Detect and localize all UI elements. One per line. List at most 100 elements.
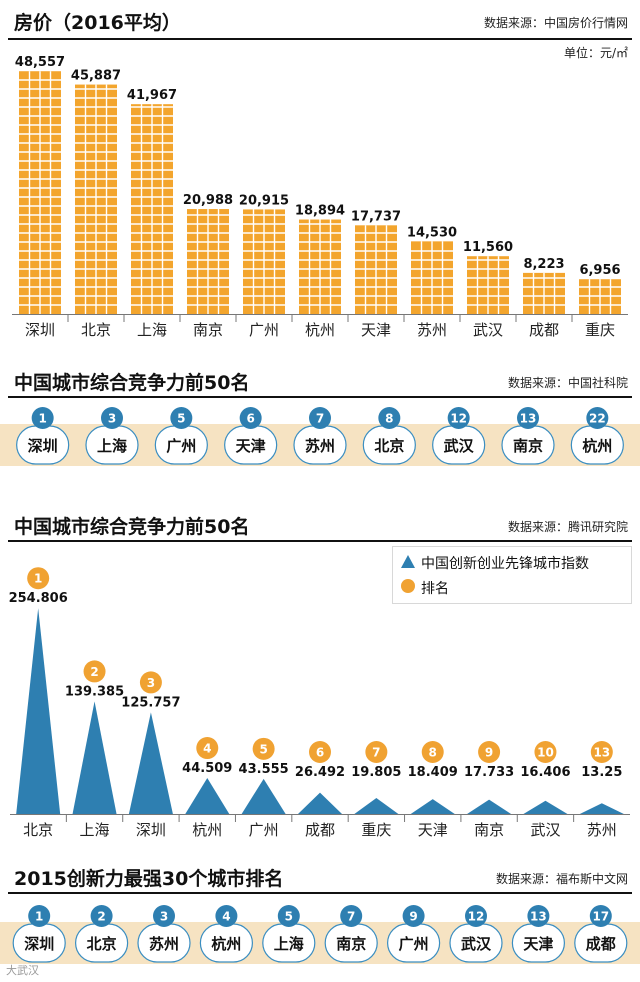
bar-group	[75, 84, 117, 314]
bar-group	[355, 225, 397, 314]
rank-number: 3	[147, 676, 155, 690]
rank-circle	[365, 741, 388, 763]
bar-value-label: 8,223	[523, 257, 564, 272]
city-name: 天津	[523, 935, 553, 953]
rank-item: 苏州 7	[293, 407, 347, 465]
rank-badge	[215, 905, 238, 927]
bar-value-label: 18,894	[295, 204, 345, 219]
housing-price-chart: 48,557 深圳 45,887 北京 41,967 上海 20,988 南京 20,915 广州…	[12, 55, 628, 339]
index-triangle	[72, 701, 117, 814]
rank-item: 天津 13	[511, 905, 566, 963]
bar-value-label: 20,915	[239, 193, 289, 208]
rank-number: 9	[409, 910, 417, 924]
rank-item: 武汉 12	[449, 905, 503, 963]
bar-value-label: 45,887	[71, 69, 121, 84]
rank-number: 3	[160, 910, 168, 924]
rank-item: 深圳 1	[12, 905, 66, 963]
legend-index: 中国创新创业先锋城市指数	[401, 553, 589, 573]
rank-number: 9	[485, 746, 493, 760]
x-tick-label: 南京	[193, 321, 223, 339]
rank-badge	[277, 905, 300, 927]
rank-item: 南京 13	[501, 407, 555, 465]
rank-item: 北京 8	[362, 407, 416, 465]
rank-badge	[28, 905, 51, 927]
index-value-label: 19.805	[351, 765, 401, 780]
bar-value-label: 11,560	[463, 240, 513, 255]
index-value-label: 18.409	[408, 765, 458, 780]
rank-badge	[170, 407, 193, 429]
rank-badge	[447, 407, 470, 429]
bar-value-label: 20,988	[183, 193, 233, 208]
index-value-label: 43.555	[239, 762, 289, 777]
city-name: 苏州	[305, 437, 335, 455]
rank-number: 13	[593, 746, 610, 760]
x-tick-label: 北京	[81, 321, 111, 339]
index-value-label: 44.509	[182, 761, 232, 776]
city-name: 深圳	[24, 935, 54, 953]
competitiveness-ranking: 深圳 1 上海 3 广州 5 天津 6 苏州 7 北京 8 武汉 12 南京 13 杭州 22	[16, 407, 624, 465]
city-name: 武汉	[461, 935, 492, 953]
rank-circle	[252, 737, 275, 760]
rank-item: 武汉 12	[432, 407, 486, 465]
bar-group	[579, 279, 621, 314]
housing-price-title: 房价（2016平均）	[14, 12, 181, 34]
city-name: 北京	[374, 437, 404, 455]
forbes-innovation-ranking: 深圳 1 北京 2 苏州 3 杭州 4 上海 5 南京 7 广州 9 武汉 12 天津 13 成都 17	[12, 905, 628, 963]
x-tick-label: 重庆	[361, 821, 391, 839]
section3-rule	[8, 540, 632, 542]
rank-number: 12	[450, 412, 467, 426]
rank-number: 8	[385, 412, 393, 426]
section1-rule	[8, 38, 632, 40]
rank-circle	[309, 741, 331, 763]
triangle-icon	[401, 554, 415, 572]
rank-circle	[83, 660, 106, 683]
index-triangle	[467, 799, 512, 814]
city-name: 成都	[586, 935, 616, 953]
x-tick-label: 苏州	[417, 321, 447, 339]
bar-value-label: 14,530	[407, 225, 457, 240]
rank-item: 天津 6	[224, 407, 278, 465]
rank-number: 1	[35, 910, 43, 924]
index-value-label: 16.406	[520, 765, 570, 780]
x-tick-label: 重庆	[585, 321, 615, 339]
rank-number: 7	[347, 910, 355, 924]
city-name: 天津	[236, 437, 266, 455]
rank-number: 13	[520, 412, 537, 426]
x-tick-label: 广州	[249, 321, 279, 339]
rank-number: 2	[97, 910, 105, 924]
rank-number: 2	[90, 665, 98, 679]
rank-item: 杭州 4	[199, 905, 253, 963]
rank-number: 1	[38, 412, 46, 426]
legend-index-label: 中国创新创业先锋城市指数	[421, 556, 589, 572]
competitiveness-title: 中国城市综合竞争力前50名	[14, 372, 250, 394]
index-value-label: 17.733	[464, 765, 514, 780]
forbes-innovation-title: 2015创新力最强30个城市排名	[14, 868, 284, 890]
x-tick-label: 杭州	[192, 821, 222, 839]
forbes-innovation-source: 数据来源：福布斯中文网	[495, 872, 628, 886]
city-name: 武汉	[444, 437, 475, 455]
rank-badge	[465, 905, 487, 927]
watermark-logo: 大武汉	[6, 964, 39, 977]
rank-circle	[534, 741, 557, 763]
rank-item: 广州 5	[154, 407, 208, 465]
x-tick-label: 南京	[474, 821, 504, 839]
x-tick-label: 成都	[529, 321, 559, 339]
x-tick-label: 成都	[305, 821, 335, 839]
bar-group	[187, 209, 229, 314]
x-tick-label: 深圳	[25, 321, 55, 339]
rank-circle	[421, 741, 444, 763]
city-name: 杭州	[582, 437, 612, 455]
rank-item: 杭州 22	[570, 407, 624, 465]
rank-badge	[31, 407, 54, 429]
x-tick-label: 武汉	[473, 321, 503, 339]
circle-icon	[401, 579, 415, 597]
x-tick-label: 上海	[137, 321, 167, 339]
city-name: 上海	[97, 437, 127, 455]
index-triangle	[298, 792, 342, 814]
index-triangle	[241, 778, 286, 814]
rank-number: 12	[468, 910, 485, 924]
housing-price-unit: 单位：元/㎡	[563, 46, 628, 60]
x-tick-label: 杭州	[305, 321, 335, 339]
rank-number: 13	[530, 910, 547, 924]
rank-item: 上海 3	[85, 407, 139, 465]
